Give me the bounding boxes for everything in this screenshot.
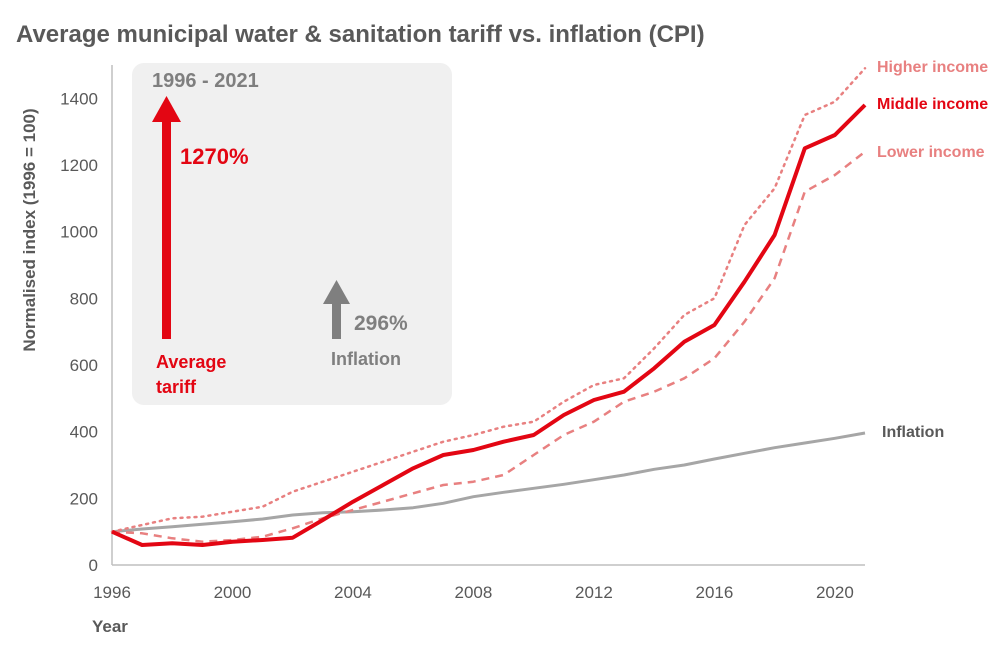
series-line-inflation xyxy=(111,431,866,534)
y-tick-label: 600 xyxy=(70,356,98,375)
y-axis-title: Normalised index (1996 = 100) xyxy=(20,108,39,351)
y-tick-label: 800 xyxy=(70,289,98,308)
tariff-percent: 1270% xyxy=(180,144,249,169)
inflation-percent: 296% xyxy=(354,312,408,335)
y-tick-label: 1000 xyxy=(60,223,98,242)
x-tick-label: 2004 xyxy=(334,583,372,602)
x-tick-label: 2000 xyxy=(214,583,252,602)
chart-title: Average municipal water & sanitation tar… xyxy=(16,21,705,48)
inset-period: 1996 - 2021 xyxy=(152,70,259,92)
x-axis-title: Year xyxy=(92,617,128,636)
y-tick-label: 400 xyxy=(70,423,98,442)
inflation-label: Inflation xyxy=(331,349,401,369)
y-tick-label: 1400 xyxy=(60,89,98,108)
series-label-lower-income: Lower income xyxy=(877,144,985,161)
series-label-inflation: Inflation xyxy=(882,424,944,441)
series-line-middle-income xyxy=(111,103,867,547)
inflation-arrow xyxy=(323,280,350,339)
inset-panel xyxy=(132,63,452,405)
tariff-arrow xyxy=(152,96,181,339)
x-tick-label: 2016 xyxy=(695,583,733,602)
y-tick-label: 200 xyxy=(70,489,98,508)
x-tick-label: 1996 xyxy=(93,583,131,602)
x-tick-label: 2008 xyxy=(455,583,493,602)
y-tick-label: 0 xyxy=(89,556,98,575)
tariff-label-line2: tariff xyxy=(156,377,197,397)
y-tick-label: 1200 xyxy=(60,156,98,175)
series-line-higher-income xyxy=(110,67,867,533)
x-tick-label: 2012 xyxy=(575,583,613,602)
tariff-label-line1: Average xyxy=(156,352,226,372)
x-tick-label: 2020 xyxy=(816,583,854,602)
series-label-higher-income: Higher income xyxy=(877,59,988,76)
series-label-middle-income: Middle income xyxy=(877,96,988,113)
